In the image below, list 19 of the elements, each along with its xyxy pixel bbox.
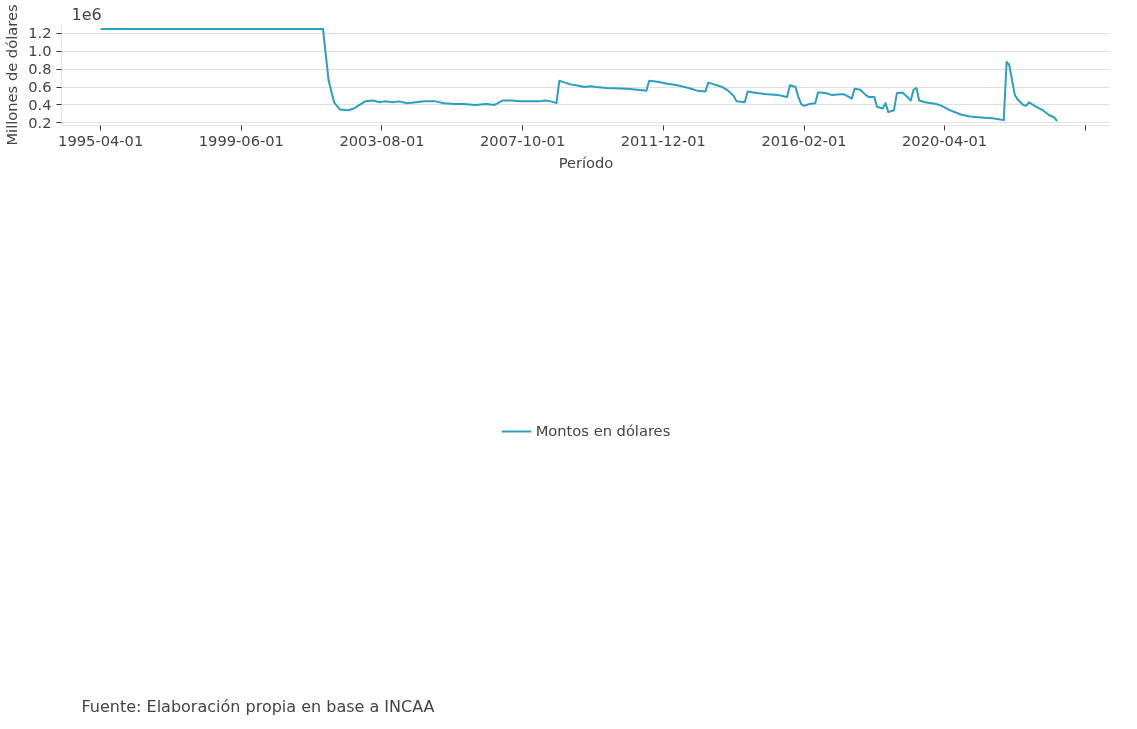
- x-tick-label: 1995-04-01: [58, 131, 144, 149]
- x-axis-title: Período: [558, 153, 614, 171]
- y-tick-label: 0.6: [28, 78, 52, 96]
- x-tick-label: 2003-08-01: [339, 131, 425, 149]
- x-tick-label: 2020-04-01: [902, 131, 988, 149]
- x-tick-label: 2007-10-01: [480, 131, 566, 149]
- y-axis-title: Millones de dólares: [3, 4, 21, 146]
- y-tick-label: 1.0: [28, 42, 52, 60]
- x-tick-label: 2016-02-01: [761, 131, 847, 149]
- x-tick-label: 2011-12-01: [620, 131, 706, 149]
- line-series: [99, 27, 1059, 123]
- x-tick-label: 1999-06-01: [198, 131, 284, 149]
- legend-label: Montos en dólares: [535, 422, 671, 440]
- text: 1e6: [71, 4, 102, 24]
- y-tick-label: 0.4: [28, 95, 52, 113]
- y-tick-label: 0.2: [28, 113, 52, 131]
- source-note: Fuente: Elaboración propia en base a INCAA: [81, 696, 435, 716]
- y-tick-label: 0.8: [28, 60, 52, 78]
- y-tick-label: 1.2: [28, 24, 52, 42]
